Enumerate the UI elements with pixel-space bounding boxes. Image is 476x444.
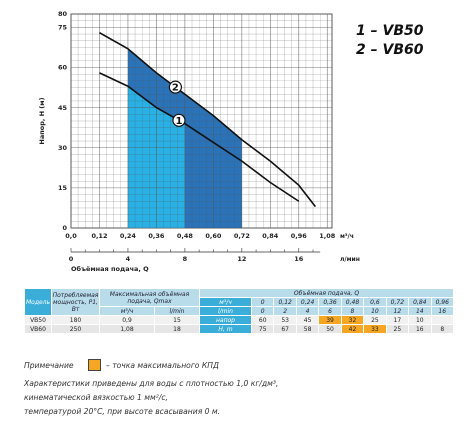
head-value-cell: 42: [340, 324, 365, 334]
flow-m3-cell: 0,84: [408, 297, 432, 307]
flow-l-cell: 10: [363, 306, 387, 316]
x-axis-label: Объёмная подача, Q: [71, 265, 149, 273]
row-label-head: напор: [199, 315, 252, 325]
qmax-unit-m3: м³/ч: [99, 306, 155, 316]
x-tick-label-m3: 0,72: [234, 232, 250, 240]
y-tick-label: 15: [58, 184, 68, 192]
head-value-cell: 25: [385, 324, 410, 334]
flow-l-cell: 16: [430, 306, 454, 316]
flow-l-cell: 14: [408, 306, 432, 316]
x-tick-label-l: 8: [183, 255, 188, 263]
note-max-efficiency: – точка максимального КПД: [106, 361, 219, 370]
flow-l-cell: 12: [385, 306, 410, 316]
x-tick-label-l: 4: [126, 255, 131, 263]
table-cell-qmax-m3: 0,9: [99, 315, 155, 325]
table-cell-qmax-l: 18: [154, 324, 200, 334]
note-conditions-1: Характеристики приведены для воды с плот…: [24, 379, 279, 388]
table-header-power: Потребляемая мощность, P1, Вт: [51, 288, 100, 316]
x-tick-label-m3: 0,96: [291, 232, 308, 240]
head-value-cell: 25: [363, 315, 387, 325]
flow-m3-cell: 0,12: [273, 297, 297, 307]
head-value-cell: 17: [385, 315, 410, 325]
table-cell-power: 250: [51, 324, 100, 334]
y-axis-label: Напор, Н (м): [38, 97, 46, 144]
x-tick-label-m3: 0,36: [148, 232, 165, 240]
table-header-flow: Объёмная подача, Q: [199, 288, 454, 298]
head-value-cell: 39: [318, 315, 342, 325]
x-tick-label-m3: 0,12: [91, 232, 107, 240]
y-tick-label: 0: [62, 224, 67, 232]
x-tick-label-m3: 0,60: [205, 232, 222, 240]
flow-l-cell: 8: [340, 306, 365, 316]
note-label: Примечание: [24, 361, 74, 370]
table-cell-model: VB60: [24, 324, 52, 334]
legend-item-vb60: 2 – VB60: [356, 42, 424, 58]
head-value-cell: 53: [273, 315, 297, 325]
table-header-qmax: Максимальная объёмная подача, Qmax: [99, 288, 200, 307]
curve-marker-1-label: 1: [175, 116, 182, 127]
curve-marker-2: [168, 80, 182, 94]
y-tick-label: 80: [58, 10, 68, 18]
head-value-cell: 58: [295, 324, 320, 334]
flow-l-cell: 4: [295, 306, 320, 316]
head-value-cell: 45: [295, 315, 320, 325]
max-efficiency-swatch: [88, 359, 101, 371]
y-tick-label: 60: [58, 64, 68, 72]
flow-m3-cell: 0,6: [363, 297, 387, 307]
head-value-cell: 8: [430, 324, 454, 334]
head-value-cell: 67: [273, 324, 297, 334]
table-cell-qmax-l: 15: [154, 315, 200, 325]
head-value-cell: 33: [363, 324, 387, 334]
y-tick-label: 45: [58, 104, 68, 112]
qmax-unit-l: l/min: [154, 306, 200, 316]
head-value-cell: 16: [408, 324, 432, 334]
x-tick-label-m3: 0,48: [177, 232, 194, 240]
head-value-cell: 60: [250, 315, 275, 325]
curve-vb60: [99, 32, 317, 208]
curve-marker-2-label: 2: [172, 83, 179, 94]
x-tick-label-m3: 1,08: [319, 232, 336, 240]
flow-l-cell: 0: [250, 306, 275, 316]
table-cell-model: VB50: [24, 315, 52, 325]
x-unit-m3: м³/ч: [340, 233, 354, 240]
note-conditions-2: кинематической вязкостью 1 мм²/с,: [24, 393, 168, 402]
flow-m3-cell: 0,36: [318, 297, 342, 307]
flow-m3-cell: 0: [250, 297, 275, 307]
flow-m3-cell: 0,72: [385, 297, 410, 307]
specifications-table: Модель Потребляемая мощность, P1, Вт Мак…: [24, 288, 454, 334]
x-tick-label-l: 12: [237, 255, 246, 263]
flow-m3-cell: 0,96: [430, 297, 454, 307]
head-value-cell: 50: [318, 324, 342, 334]
curve-marker-1: [172, 113, 186, 127]
table-cell-qmax-m3: 1,08: [99, 324, 155, 334]
x-tick-label-l: 0: [69, 255, 74, 263]
note-conditions-3: температурой 20°С, при высоте всасывания…: [24, 407, 221, 416]
row-label-m3: м³/ч: [199, 297, 252, 307]
head-value-cell: 10: [408, 315, 432, 325]
head-value-cell: 75: [250, 324, 275, 334]
head-value-cell: 32: [340, 315, 365, 325]
head-value-cell: [430, 315, 454, 325]
flow-l-cell: 2: [273, 306, 297, 316]
x-tick-label-m3: 0,84: [262, 232, 279, 240]
flow-m3-cell: 0,24: [295, 297, 320, 307]
row-label-l: l/min: [199, 306, 252, 316]
table-header-model: Модель: [24, 288, 52, 316]
table-cell-power: 180: [51, 315, 100, 325]
flow-l-cell: 6: [318, 306, 342, 316]
x-unit-l: л/мин: [340, 256, 360, 263]
x-tick-label-l: 16: [294, 255, 304, 263]
curve-vb50: [99, 72, 300, 202]
legend-item-vb50: 1 – VB50: [356, 23, 424, 39]
flow-m3-cell: 0,48: [340, 297, 365, 307]
y-tick-label: 75: [58, 24, 68, 32]
row-label-head-unit: H, m: [199, 324, 252, 334]
y-tick-label: 30: [58, 144, 68, 152]
x-tick-label-m3: 0,0: [65, 232, 77, 240]
x-tick-label-m3: 0,24: [120, 232, 137, 240]
